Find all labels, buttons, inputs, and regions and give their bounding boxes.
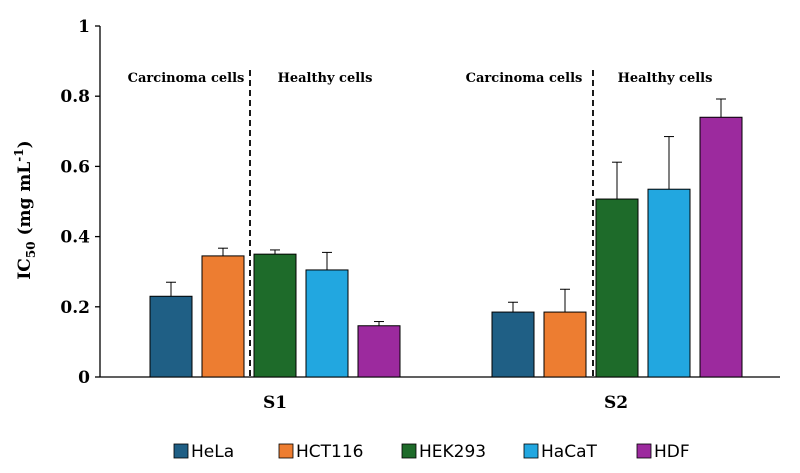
bar-hek293-s1 [253,253,297,378]
legend-swatch [523,443,539,459]
annotation-label: Carcinoma cells [466,71,583,86]
x-category-label: S2 [604,393,628,413]
legend-label: HEK293 [419,442,486,462]
bar-hdf-s2 [699,116,743,378]
bar-hek293-s2 [595,198,639,378]
y-tick-label: 0 [78,368,90,388]
x-axis-labels: S1 S2 [263,393,628,413]
bar-hacat-s2 [647,188,691,378]
legend-label: HaCaT [541,442,597,462]
y-tick-label: 0.4 [60,228,90,248]
legend-swatch [636,443,652,459]
legend-swatch [278,443,294,459]
legend-swatch [173,443,189,459]
x-category-label: S1 [263,393,287,413]
bar-hct116-s1 [201,255,245,378]
legend-label: HeLa [191,442,234,462]
legend-swatch [401,443,417,459]
bar-hela-s1 [149,295,193,378]
legend-label: HCT116 [296,442,364,462]
bar-hacat-s1 [305,269,349,378]
annotation-label: Carcinoma cells [128,71,245,86]
y-tick-label: 0.8 [60,87,90,107]
y-tick-label: 0.2 [60,298,90,318]
bar-hdf-s1 [357,325,401,378]
annotation-label: Healthy cells [278,71,373,86]
annotations: Carcinoma cells Healthy cells Carcinoma ce… [128,70,713,377]
legend-label: HDF [654,442,690,462]
annotation-label: Healthy cells [618,71,713,86]
y-tick-label: 1 [78,17,90,37]
bars [149,98,743,378]
y-tick-label: 0.6 [60,157,90,177]
legend: HeLa HCT116 HEK293 HaCaT HDF [173,442,690,462]
y-axis-label: IC50 (mg mL-1) [12,140,38,279]
bar-hct116-s2 [543,311,587,378]
bar-hela-s2 [491,311,535,378]
